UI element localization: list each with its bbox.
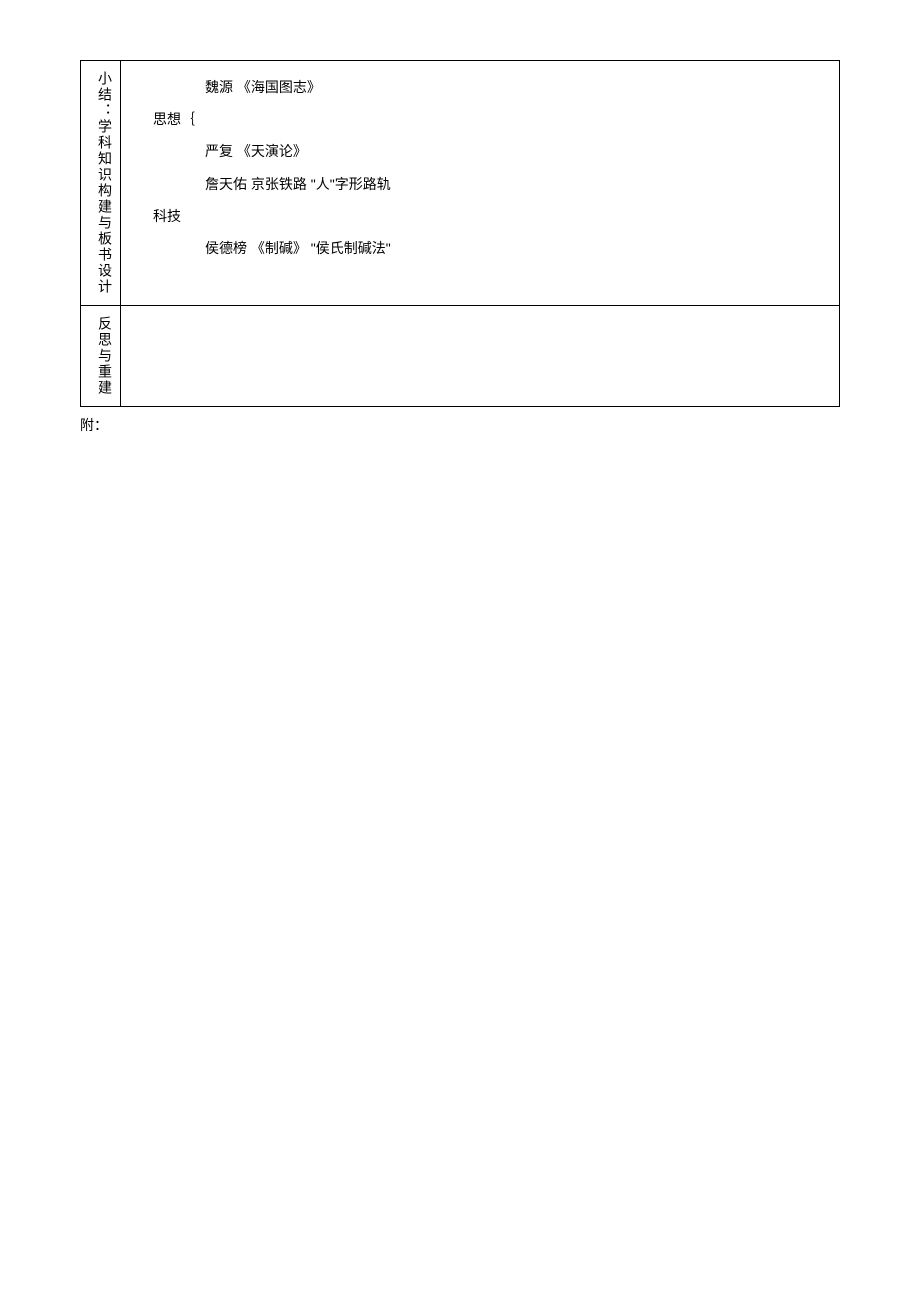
content-header: 思想｛ [145,103,815,135]
table-row: 小结：学科知识构建与板书设计 魏源 《海国图志》 思想｛ 严复 《天演论》 詹天… [81,61,840,306]
reflection-label: 反思与重建 [97,316,113,396]
reflection-content-cell [121,306,840,407]
footer-text: 附： [80,415,840,435]
content-header: 科技 [145,200,815,232]
reflection-label-cell: 反思与重建 [81,306,121,407]
summary-label-cell: 小结：学科知识构建与板书设计 [81,61,121,306]
content-line: 侯德榜 《制碱》 "侯氏制碱法" [145,232,815,264]
content-line: 严复 《天演论》 [145,135,815,167]
summary-label: 小结：学科知识构建与板书设计 [97,71,113,295]
content-line: 詹天佑 京张铁路 "人"字形路轨 [145,168,815,200]
document-table: 小结：学科知识构建与板书设计 魏源 《海国图志》 思想｛ 严复 《天演论》 詹天… [80,60,840,407]
summary-content-cell: 魏源 《海国图志》 思想｛ 严复 《天演论》 詹天佑 京张铁路 "人"字形路轨 … [121,61,840,306]
content-line: 魏源 《海国图志》 [145,71,815,103]
table-row: 反思与重建 [81,306,840,407]
